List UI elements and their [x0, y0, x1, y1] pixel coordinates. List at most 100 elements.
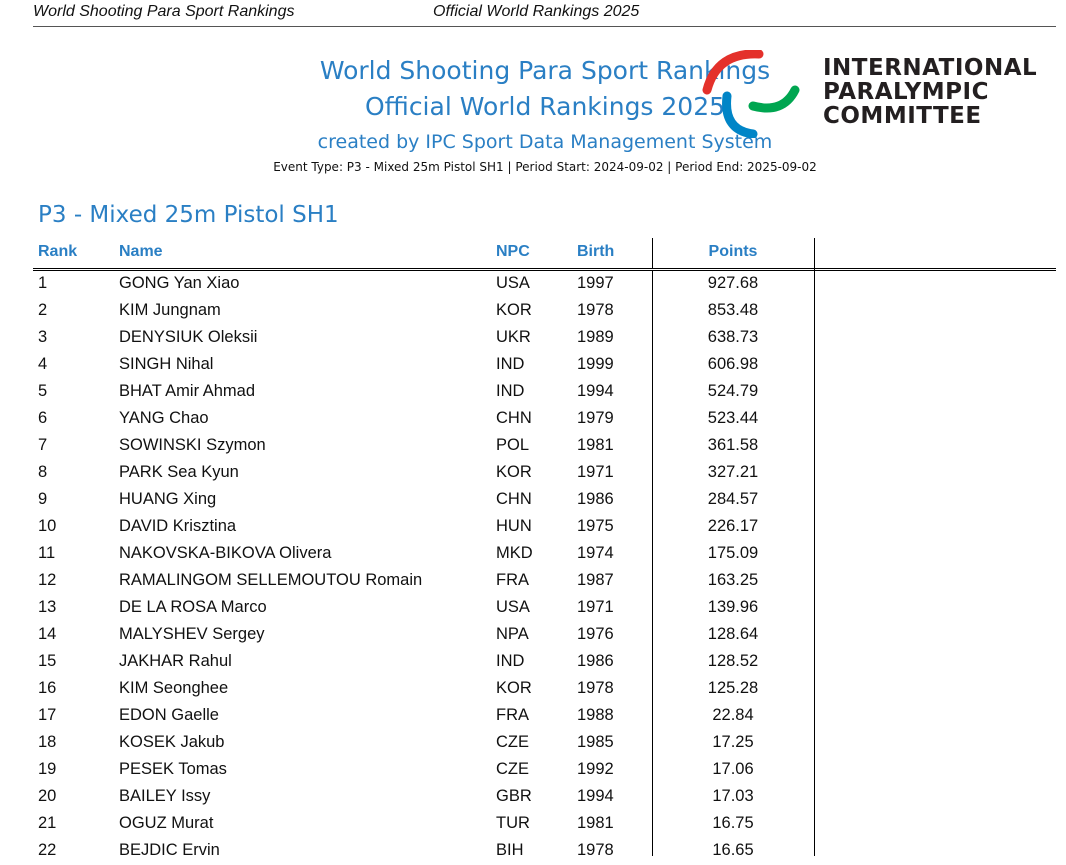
cell-name: RAMALINGOM SELLEMOUTOU Romain	[119, 571, 423, 589]
cell-npc: MKD	[496, 544, 533, 562]
running-header-left: World Shooting Para Sport Rankings	[33, 3, 295, 20]
cell-npc: CHN	[496, 490, 532, 508]
cell-birth: 1975	[577, 517, 614, 535]
cell-birth: 1989	[577, 328, 614, 346]
table-row: 5 BHAT Amir Ahmad IND 1994 524.79	[33, 379, 1056, 406]
cell-points: 17.25	[712, 733, 754, 751]
table-row: 14 MALYSHEV Sergey NPA 1976 128.64	[33, 622, 1056, 649]
cell-npc: IND	[496, 382, 525, 400]
cell-points: 125.28	[707, 679, 759, 697]
table-row: 1 GONG Yan Xiao USA 1997 927.68	[33, 271, 1056, 298]
running-header-right: Official World Rankings 2025	[433, 3, 640, 20]
cell-points: 524.79	[707, 382, 759, 400]
cell-name: DAVID Krisztina	[119, 517, 237, 535]
cell-npc: FRA	[496, 706, 529, 724]
cell-rank: 19	[38, 760, 57, 778]
cell-rank: 18	[38, 733, 57, 751]
table-row: 21 OGUZ Murat TUR 1981 16.75	[33, 811, 1056, 838]
cell-points: 638.73	[707, 328, 759, 346]
cell-points: 163.25	[707, 571, 759, 589]
cell-npc: HUN	[496, 517, 532, 535]
header-points: Points	[708, 243, 758, 260]
cell-name: JAKHAR Rahul	[119, 652, 232, 670]
table-row: 12 RAMALINGOM SELLEMOUTOU Romain FRA 1987 16…	[33, 568, 1056, 595]
table-row: 17 EDON Gaelle FRA 1988 22.84	[33, 703, 1056, 730]
event-info: Event Type: P3 - Mixed 25m Pistol SH1 | …	[273, 160, 817, 174]
cell-birth: 1978	[577, 841, 614, 859]
cell-birth: 1985	[577, 733, 614, 751]
cell-birth: 1987	[577, 571, 614, 589]
cell-rank: 1	[38, 274, 48, 292]
cell-rank: 15	[38, 652, 57, 670]
cell-points: 606.98	[707, 355, 759, 373]
cell-name: DENYSIUK Oleksii	[119, 328, 258, 346]
table-row: 13 DE LA ROSA Marco USA 1971 139.96	[33, 595, 1056, 622]
cell-points: 284.57	[707, 490, 759, 508]
cell-points: 128.64	[707, 625, 759, 643]
cell-birth: 1978	[577, 679, 614, 697]
cell-npc: BIH	[496, 841, 524, 859]
cell-npc: GBR	[496, 787, 532, 805]
document-source: created by IPC Sport Data Management Sys…	[317, 131, 773, 153]
table-row: 22 BEJDIC Ervin BIH 1978 16.65	[33, 838, 1056, 865]
cell-birth: 1971	[577, 598, 614, 616]
table-row: 18 KOSEK Jakub CZE 1985 17.25	[33, 730, 1056, 757]
cell-name: MALYSHEV Sergey	[119, 625, 265, 643]
cell-birth: 1997	[577, 274, 614, 292]
table-header: Rank Name NPC Birth Points	[33, 238, 1056, 271]
cell-npc: CZE	[496, 760, 529, 778]
cell-name: HUANG Xing	[119, 490, 217, 508]
cell-npc: NPA	[496, 625, 529, 643]
table-row: 20 BAILEY Issy GBR 1994 17.03	[33, 784, 1056, 811]
cell-rank: 14	[38, 625, 57, 643]
cell-rank: 3	[38, 328, 48, 346]
cell-name: YANG Chao	[119, 409, 209, 427]
cell-rank: 4	[38, 355, 48, 373]
cell-points: 927.68	[707, 274, 759, 292]
cell-rank: 2	[38, 301, 48, 319]
cell-points: 16.75	[712, 814, 754, 832]
header-npc: NPC	[496, 243, 530, 260]
cell-npc: KOR	[496, 463, 532, 481]
cell-birth: 1971	[577, 463, 614, 481]
cell-points: 175.09	[707, 544, 759, 562]
cell-npc: UKR	[496, 328, 531, 346]
table-row: 2 KIM Jungnam KOR 1978 853.48	[33, 298, 1056, 325]
cell-birth: 1974	[577, 544, 614, 562]
cell-npc: IND	[496, 652, 525, 670]
cell-points: 361.58	[707, 436, 759, 454]
header-rank: Rank	[38, 243, 78, 260]
agitos-logo-icon	[702, 50, 800, 138]
cell-rank: 12	[38, 571, 57, 589]
section-title: P3 - Mixed 25m Pistol SH1	[38, 202, 339, 228]
cell-points: 128.52	[707, 652, 759, 670]
cell-npc: KOR	[496, 679, 532, 697]
cell-points: 16.65	[712, 841, 754, 859]
cell-name: GONG Yan Xiao	[119, 274, 240, 292]
table-row: 19 PESEK Tomas CZE 1992 17.06	[33, 757, 1056, 784]
ipc-logo: INTERNATIONAL PARALYMPIC COMMITTEE	[823, 56, 1063, 128]
cell-birth: 1988	[577, 706, 614, 724]
cell-rank: 7	[38, 436, 48, 454]
cell-points: 17.03	[712, 787, 754, 805]
cell-birth: 1978	[577, 301, 614, 319]
cell-name: OGUZ Murat	[119, 814, 214, 832]
cell-rank: 6	[38, 409, 48, 427]
cell-points: 17.06	[712, 760, 754, 778]
cell-name: KIM Seonghee	[119, 679, 229, 697]
cell-npc: FRA	[496, 571, 529, 589]
cell-birth: 1981	[577, 436, 614, 454]
header-birth: Birth	[577, 243, 615, 260]
cell-rank: 13	[38, 598, 57, 616]
cell-birth: 1994	[577, 382, 614, 400]
cell-rank: 22	[38, 841, 57, 859]
table-row: 7 SOWINSKI Szymon POL 1981 361.58	[33, 433, 1056, 460]
cell-points: 226.17	[707, 517, 759, 535]
cell-points: 139.96	[707, 598, 759, 616]
cell-points: 853.48	[707, 301, 759, 319]
table-row: 9 HUANG Xing CHN 1986 284.57	[33, 487, 1056, 514]
cell-npc: IND	[496, 355, 525, 373]
cell-npc: TUR	[496, 814, 530, 832]
cell-rank: 20	[38, 787, 57, 805]
cell-name: BAILEY Issy	[119, 787, 211, 805]
